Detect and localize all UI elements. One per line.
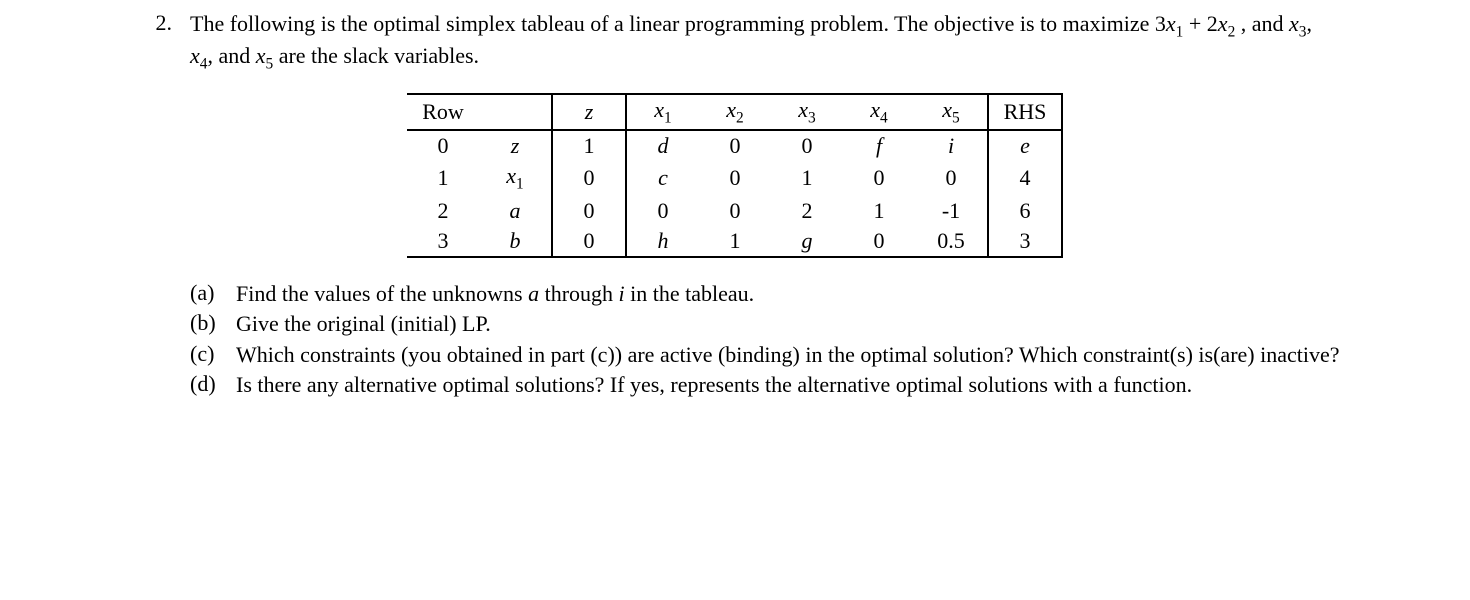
col-header: x4 — [843, 94, 915, 130]
tableau-cell: 0 — [915, 161, 988, 195]
tableau-cell: 0 — [843, 226, 915, 257]
tableau-cell: 2 — [771, 196, 843, 226]
tableau-cell: e — [988, 130, 1062, 161]
col-header: x5 — [915, 94, 988, 130]
subparts: (a)Find the values of the unknowns a thr… — [190, 280, 1340, 400]
subpart-label: (c) — [190, 341, 236, 367]
subpart-text: Is there any alternative optimal solutio… — [236, 371, 1340, 400]
col-header: x2 — [699, 94, 771, 130]
tableau-cell: 0 — [552, 226, 626, 257]
subpart-text: Which constraints (you obtained in part … — [236, 341, 1340, 370]
tableau-cell: 1 — [407, 161, 479, 195]
tableau-cell: 3 — [988, 226, 1062, 257]
tableau-cell: 0.5 — [915, 226, 988, 257]
tableau-cell: 0 — [552, 161, 626, 195]
question-number: 2. — [130, 10, 190, 36]
subpart: (d)Is there any alternative optimal solu… — [190, 371, 1340, 400]
tableau-cell: 0 — [771, 130, 843, 161]
tableau-cell: 1 — [699, 226, 771, 257]
subpart-label: (d) — [190, 371, 236, 397]
tableau-cell: 1 — [843, 196, 915, 226]
simplex-tableau: Rowzx1x2x3x4x5RHS0z1d00fie1x10c010042a00… — [407, 93, 1063, 258]
col-header — [479, 94, 552, 130]
tableau-cell: 0 — [626, 196, 699, 226]
tableau-cell: g — [771, 226, 843, 257]
tableau-cell: z — [479, 130, 552, 161]
col-header: x3 — [771, 94, 843, 130]
tableau-cell: 2 — [407, 196, 479, 226]
tableau-cell: b — [479, 226, 552, 257]
tableau-cell: c — [626, 161, 699, 195]
subpart-label: (b) — [190, 310, 236, 336]
col-header-row: Row — [407, 94, 479, 130]
col-header: x1 — [626, 94, 699, 130]
tableau-cell: 0 — [552, 196, 626, 226]
subpart: (b)Give the original (initial) LP. — [190, 310, 1340, 339]
tableau-cell: f — [843, 130, 915, 161]
tableau-cell: 0 — [699, 130, 771, 161]
tableau-container: Rowzx1x2x3x4x5RHS0z1d00fie1x10c010042a00… — [130, 93, 1340, 258]
tableau-cell: a — [479, 196, 552, 226]
tableau-cell: h — [626, 226, 699, 257]
tableau-cell: 0 — [843, 161, 915, 195]
tableau-cell: 0 — [699, 161, 771, 195]
tableau-cell: 1 — [771, 161, 843, 195]
tableau-cell: 4 — [988, 161, 1062, 195]
subpart: (c)Which constraints (you obtained in pa… — [190, 341, 1340, 370]
col-header: z — [552, 94, 626, 130]
subpart-text: Find the values of the unknowns a throug… — [236, 280, 1340, 309]
tableau-cell: 3 — [407, 226, 479, 257]
col-header-rhs: RHS — [988, 94, 1062, 130]
tableau-cell: i — [915, 130, 988, 161]
page: 2. The following is the optimal simplex … — [0, 0, 1470, 400]
question-row: 2. The following is the optimal simplex … — [130, 10, 1340, 75]
subpart-label: (a) — [190, 280, 236, 306]
tableau-cell: x1 — [479, 161, 552, 195]
tableau-cell: d — [626, 130, 699, 161]
tableau-cell: 0 — [699, 196, 771, 226]
subpart: (a)Find the values of the unknowns a thr… — [190, 280, 1340, 309]
tableau-cell: -1 — [915, 196, 988, 226]
tableau-cell: 0 — [407, 130, 479, 161]
tableau-cell: 1 — [552, 130, 626, 161]
subpart-text: Give the original (initial) LP. — [236, 310, 1340, 339]
question-intro: The following is the optimal simplex tab… — [190, 10, 1340, 75]
tableau-cell: 6 — [988, 196, 1062, 226]
